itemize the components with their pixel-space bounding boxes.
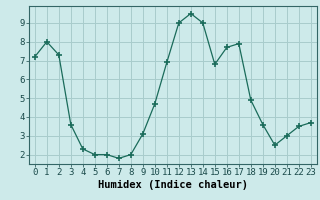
X-axis label: Humidex (Indice chaleur): Humidex (Indice chaleur) xyxy=(98,180,248,190)
